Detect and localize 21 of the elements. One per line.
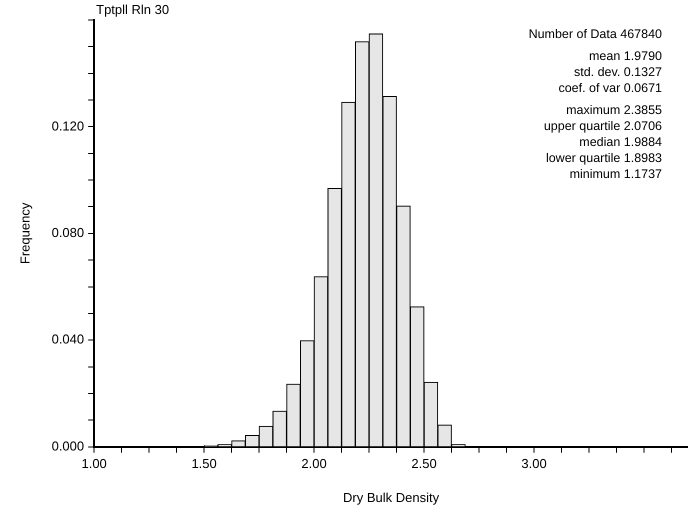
y-tick-label: 0.000 (52, 438, 84, 454)
x-tick-label: 2.50 (411, 456, 437, 472)
x-tick-label: 2.00 (301, 456, 327, 472)
y-tick-label: 0.120 (52, 118, 84, 134)
chart-title: Tptpll Rln 30 (96, 2, 170, 17)
annotation: coef. of var 0.0671 (558, 81, 662, 95)
y-tick-label: 0.040 (52, 332, 84, 347)
y-axis-title: Frequency (17, 202, 32, 264)
annotation: std. dev. 0.1327 (574, 65, 662, 79)
annotation: maximum 2.3855 (566, 103, 662, 117)
x-axis-title: Dry Bulk Density (343, 490, 440, 505)
annotation: mean 1.9790 (589, 49, 662, 63)
annotation: lower quartile 1.8983 (546, 151, 662, 165)
annotation: upper quartile 2.0706 (544, 119, 662, 133)
annotation: Number of Data 467840 (528, 27, 662, 41)
x-tick-label: 1.50 (191, 456, 217, 472)
annotation: minimum 1.1737 (570, 167, 662, 181)
x-tick-label: 3.00 (521, 456, 547, 472)
y-tick-label: 0.080 (52, 224, 84, 240)
annotation: median 1.9884 (579, 135, 662, 149)
x-tick-label: 1.00 (81, 456, 107, 472)
